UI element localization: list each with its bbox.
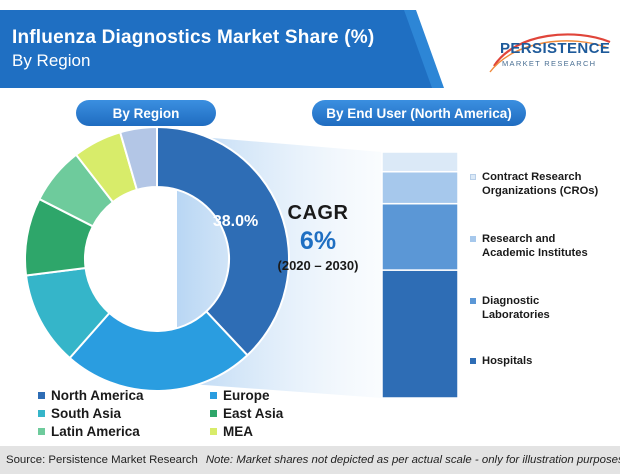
legend-swatch [210, 410, 217, 417]
legend-swatch [470, 174, 476, 180]
legend-label: Diagnostic Laboratories [482, 295, 550, 321]
by-region-label: By Region [76, 100, 216, 126]
chart-subtitle: By Region [12, 51, 91, 70]
footer-source: Source: Persistence Market Research [6, 454, 198, 466]
donut-slice-other [118, 125, 158, 192]
footer-note: Note: Market shares not depicted as per … [205, 454, 620, 466]
cagr-period: (2020 – 2030) [277, 258, 359, 273]
donut-data-label: 38.0% [213, 213, 258, 230]
legend-label: MEA [223, 424, 253, 439]
legend-label: North America [51, 388, 144, 403]
donut-slice-north-america [156, 125, 290, 357]
bar-segment-contract-research-organizations-cros [381, 151, 459, 173]
legend-swatch [38, 392, 45, 399]
bar-segment-research-and-academic-institutes [381, 170, 459, 205]
legend-swatch [210, 428, 217, 435]
legend-label: Europe [223, 388, 270, 403]
stacked-bar-chart [381, 151, 459, 399]
cagr-label: CAGR [287, 202, 349, 224]
legend-swatch [470, 358, 476, 364]
cagr-callout: CAGR 6% (2020 – 2030) [248, 202, 388, 273]
header-banner: Influenza Diagnostics Market Share (%) B… [0, 10, 440, 88]
by-end-user-label: By End User (North America) [312, 100, 526, 126]
cagr-value: 6% [299, 227, 337, 255]
legend-label: Research and Academic Institutes [482, 233, 588, 259]
legend-swatch [38, 410, 45, 417]
donut-slice-europe [68, 310, 249, 392]
legend-swatch [38, 428, 45, 435]
footer: Source: Persistence Market Research Note… [0, 446, 620, 474]
legend-swatch [470, 236, 476, 242]
chart-title: Influenza Diagnostics Market Share (%) [12, 27, 375, 48]
legend-swatch [470, 298, 476, 304]
legend-label: South Asia [51, 406, 122, 421]
bar-segment-hospitals [381, 269, 459, 399]
legend-swatch [210, 392, 217, 399]
legend-label: Latin America [51, 424, 140, 439]
legend-label: Contract Research Organizations (CROs) [482, 171, 599, 197]
donut-chart: 38.0% [24, 125, 290, 392]
logo-swoosh-icon [489, 33, 611, 73]
company-logo: PERSISTENCE MARKET RESEARCH [486, 26, 616, 78]
bar-segment-diagnostic-laboratories [381, 202, 459, 271]
legend-label: East Asia [223, 406, 284, 421]
logo-tagline: MARKET RESEARCH [502, 59, 597, 68]
logo-name: PERSISTENCE [500, 40, 611, 57]
legend-label: Hospitals [482, 355, 533, 367]
